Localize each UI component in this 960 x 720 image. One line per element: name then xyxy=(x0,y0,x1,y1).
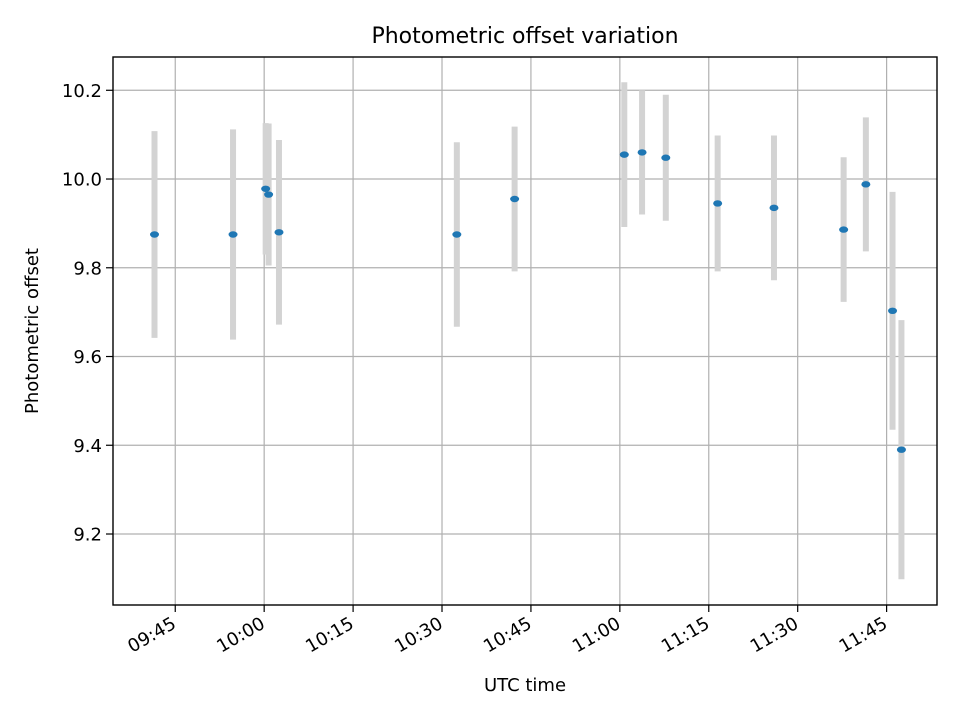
y-axis-ticks: 9.2 9.4 9.6 9.8 10.0 10.2 xyxy=(62,81,113,546)
data-point xyxy=(264,191,274,198)
data-point xyxy=(769,204,779,212)
data-point xyxy=(261,185,271,192)
data-point xyxy=(228,231,238,238)
data-point xyxy=(713,200,723,207)
data-point xyxy=(149,231,159,238)
plot-frame xyxy=(112,56,938,606)
data-point xyxy=(510,195,520,203)
y-tick-label: 9.2 xyxy=(73,525,102,546)
x-axis-label: UTC time xyxy=(484,675,566,696)
data-point xyxy=(452,231,462,238)
y-tick-label: 9.8 xyxy=(73,258,102,279)
y-tick-label: 10.0 xyxy=(62,170,102,191)
y-tick-label: 9.4 xyxy=(73,436,102,457)
data-points xyxy=(149,149,906,453)
data-point xyxy=(619,151,629,158)
data-point xyxy=(896,446,906,453)
data-point xyxy=(637,149,647,156)
data-point xyxy=(888,307,898,315)
y-tick-label: 10.2 xyxy=(62,81,102,102)
y-tick-label: 9.6 xyxy=(73,347,102,368)
y-axis-label: Photometric offset xyxy=(22,248,43,414)
data-point xyxy=(861,181,871,188)
chart-title: Photometric offset variation xyxy=(371,24,678,49)
data-point xyxy=(661,154,671,161)
data-point xyxy=(274,229,284,236)
data-point xyxy=(839,226,849,233)
grid xyxy=(113,57,937,605)
